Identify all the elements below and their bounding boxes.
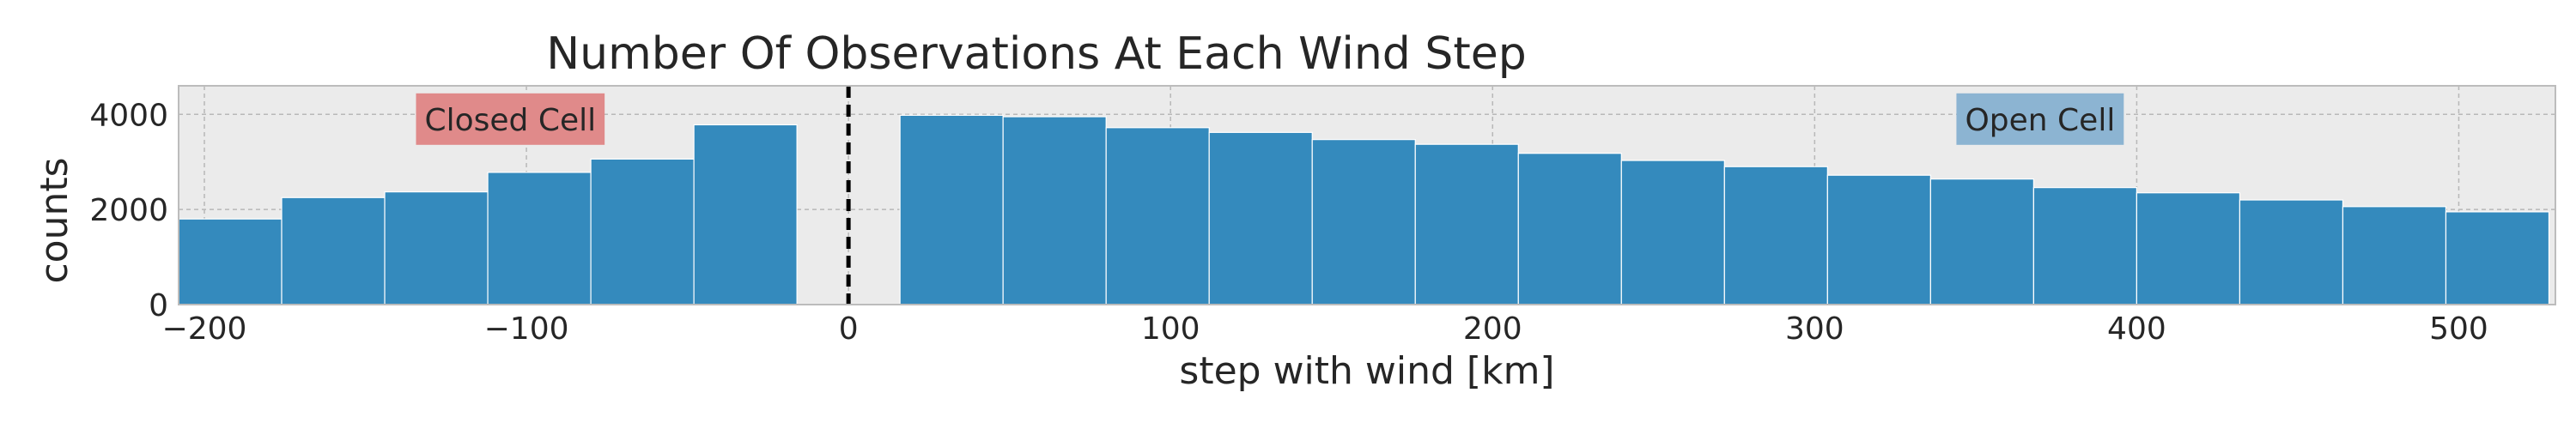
histogram-bar [1311,139,1416,305]
histogram-bar [590,158,695,305]
x-tick-label: 400 [2107,311,2166,347]
histogram-bar [1002,116,1107,305]
histogram-bar [2342,206,2447,305]
x-tick-label: 300 [1785,311,1844,347]
histogram-bar [487,172,592,305]
histogram-bar [2239,199,2344,305]
plot-frame [178,85,2556,305]
y-tick-label: 0 [149,288,168,323]
x-tick-label: 500 [2429,311,2488,347]
histogram-bar [2032,187,2138,305]
histogram-bar [693,124,798,305]
histogram-bar [1826,174,1931,305]
x-tick-label: 100 [1141,311,1200,347]
histogram-bar [1723,166,1828,305]
histogram-bar [281,196,386,305]
annotation-background [416,93,605,145]
y-tick-label: 4000 [89,98,168,133]
bars [178,114,2550,305]
annotation-label: Open Cell [1965,103,2115,138]
x-tick-label: −200 [162,311,247,347]
annotation-label: Closed Cell [424,103,596,138]
x-tick-labels: −200 −100 0 100 200 300 400 500 [162,311,2488,347]
y-tick-labels: 0 2000 4000 [89,98,168,323]
histogram-bar [384,191,489,305]
histogram-bar [1105,127,1210,305]
histogram-bar [2136,192,2241,305]
histogram-bar [1929,178,2034,305]
annotation-background [1956,93,2124,145]
annotation-box: Closed Cell [416,93,605,145]
histogram-bar [1208,131,1313,305]
annotation-box: Open Cell [1956,93,2124,145]
x-tick-label: 0 [839,311,859,347]
y-tick-label: 2000 [89,193,168,228]
y-axis-label: counts [33,157,76,283]
histogram-bar [1517,153,1622,305]
x-tick-label: 200 [1463,311,1522,347]
histogram-bar [1414,143,1519,305]
x-axis-label: step with wind [km] [1179,349,1554,393]
histogram-bar [178,218,283,305]
histogram-bar [899,114,1004,305]
x-tick-label: −100 [484,311,569,347]
histogram-bar [2445,211,2550,305]
chart-title: Number Of Observations At Each Wind Step [546,28,1526,80]
histogram-bar [1620,160,1725,305]
annotations: Closed Cell Open Cell [416,93,2124,145]
